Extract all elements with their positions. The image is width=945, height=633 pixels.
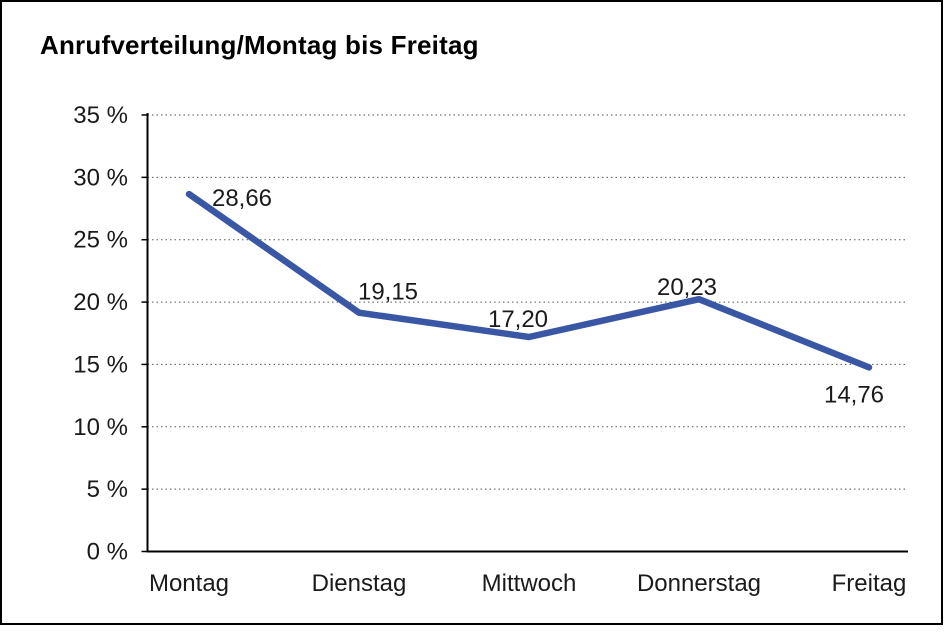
y-tick-label: 20 %: [73, 289, 128, 316]
y-tick-label: 25 %: [73, 227, 128, 254]
data-line: [185, 190, 873, 371]
y-tick-label: 10 %: [73, 414, 128, 441]
y-tick-label: 0 %: [87, 539, 128, 566]
category-label: Montag: [149, 570, 229, 597]
y-tick-label: 15 %: [73, 351, 128, 378]
data-point-label: 17,20: [488, 306, 548, 333]
category-label: Donnerstag: [637, 570, 761, 597]
y-tick-label: 5 %: [87, 476, 128, 503]
data-point-label: 14,76: [824, 381, 884, 408]
chart-title: Anrufverteilung/Montag bis Freitag: [40, 30, 479, 60]
data-point-label: 19,15: [358, 279, 418, 306]
category-label: Dienstag: [312, 570, 407, 597]
category-label: Freitag: [832, 570, 907, 597]
data-point-label: 28,66: [212, 185, 272, 212]
category-label: Mittwoch: [482, 570, 577, 597]
y-tick-label: 30 %: [73, 164, 128, 191]
data-point-label: 20,23: [657, 274, 717, 301]
y-tick-label: 35 %: [73, 102, 128, 129]
